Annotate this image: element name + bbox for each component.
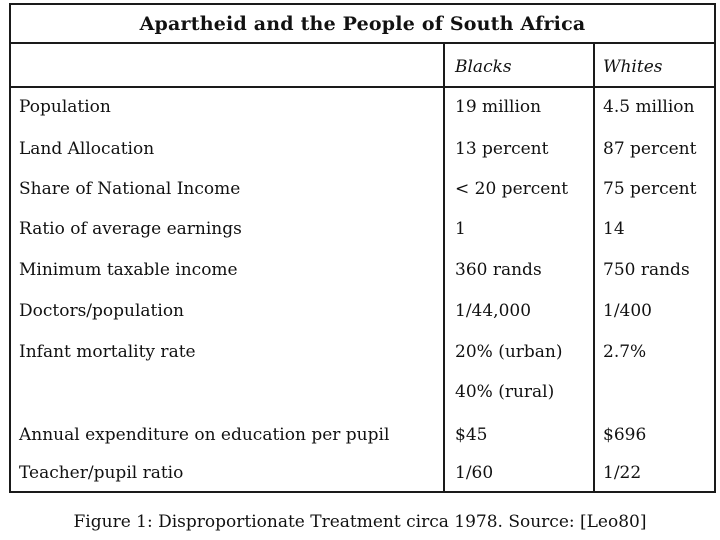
cell-blacks-infant-mortality-rural: 40% (rural)	[455, 382, 555, 402]
cell-blacks-education-expenditure: $45	[455, 425, 488, 445]
row-label-minimum-taxable-income: Minimum taxable income	[19, 260, 238, 280]
row-label-infant-mortality: Infant mortality rate	[19, 342, 196, 362]
cell-whites-teacher-pupil-ratio: 1/22	[603, 463, 642, 483]
cell-whites-population: 4.5 million	[603, 97, 695, 117]
column-divider	[443, 44, 445, 491]
header-divider	[11, 86, 714, 88]
table-title: Apartheid and the People of South Africa	[11, 5, 714, 44]
cell-blacks-infant-mortality-urban: 20% (urban)	[455, 342, 563, 362]
cell-whites-minimum-taxable-income: 750 rands	[603, 260, 690, 280]
cell-whites-land-allocation: 87 percent	[603, 139, 697, 159]
cell-blacks-teacher-pupil-ratio: 1/60	[455, 463, 494, 483]
data-table: Apartheid and the People of South Africa…	[9, 3, 716, 493]
cell-blacks-average-earnings: 1	[455, 219, 466, 239]
cell-blacks-land-allocation: 13 percent	[455, 139, 549, 159]
cell-whites-national-income: 75 percent	[603, 179, 697, 199]
row-label-national-income: Share of National Income	[19, 179, 241, 199]
figure-caption: Figure 1: Disproportionate Treatment cir…	[73, 512, 647, 532]
column-header-blacks: Blacks	[455, 57, 512, 77]
cell-blacks-minimum-taxable-income: 360 rands	[455, 260, 542, 280]
row-label-average-earnings: Ratio of average earnings	[19, 219, 242, 239]
cell-blacks-doctors-population: 1/44,000	[455, 301, 532, 321]
row-label-doctors-population: Doctors/population	[19, 301, 185, 321]
column-header-whites: Whites	[603, 57, 663, 77]
row-label-land-allocation: Land Allocation	[19, 139, 155, 159]
row-label-population: Population	[19, 97, 111, 117]
cell-whites-infant-mortality: 2.7%	[603, 342, 647, 362]
row-label-teacher-pupil-ratio: Teacher/pupil ratio	[19, 463, 184, 483]
cell-blacks-national-income: < 20 percent	[455, 179, 569, 199]
column-divider	[593, 44, 595, 491]
cell-whites-education-expenditure: $696	[603, 425, 647, 445]
cell-blacks-population: 19 million	[455, 97, 542, 117]
cell-whites-doctors-population: 1/400	[603, 301, 652, 321]
cell-whites-average-earnings: 14	[603, 219, 625, 239]
row-label-education-expenditure: Annual expenditure on education per pupi…	[19, 425, 390, 445]
